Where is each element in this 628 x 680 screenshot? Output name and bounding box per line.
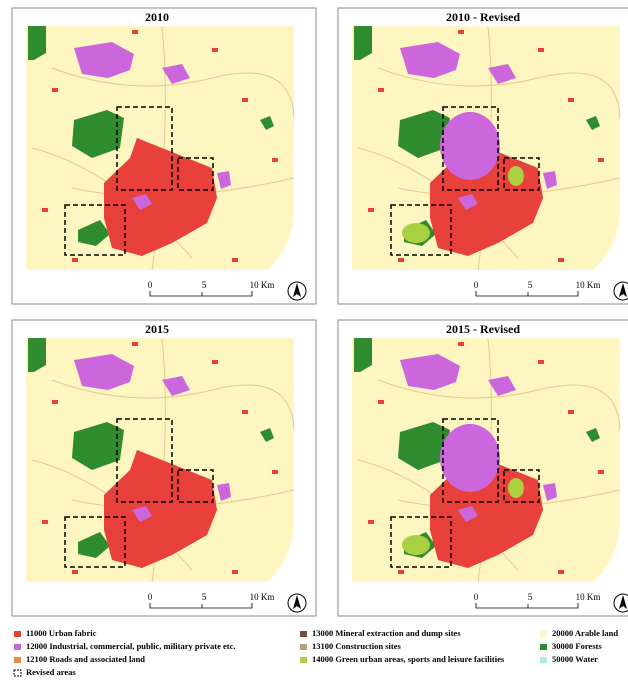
revised-green-urban [508, 478, 524, 498]
legend-swatch [14, 644, 21, 650]
urban-patch [598, 158, 604, 162]
scale-label: 5 [202, 280, 207, 290]
urban-patch [568, 98, 574, 102]
urban-patch [212, 360, 218, 364]
scale-label: 10 Km [576, 280, 601, 290]
urban-patch [272, 470, 278, 474]
urban-patch [232, 258, 238, 262]
legend-label: 14000 Green urban areas, sports and leis… [312, 654, 505, 664]
urban-patch [242, 410, 248, 414]
scale-label: 0 [148, 592, 153, 602]
urban-patch [52, 400, 58, 404]
legend-swatch [14, 631, 21, 637]
urban-patch [72, 258, 78, 262]
scale-label: 0 [474, 592, 479, 602]
urban-patch [42, 520, 48, 524]
revised-industrial [440, 112, 500, 180]
revised-green-urban [508, 166, 524, 186]
urban-patch [558, 570, 564, 574]
legend-swatch [300, 644, 307, 650]
urban-patch [272, 158, 278, 162]
legend-label: Revised areas [26, 667, 76, 677]
panel-title: 2015 - Revised [446, 322, 520, 336]
scale-label: 5 [528, 280, 533, 290]
urban-patch [232, 570, 238, 574]
legend-swatch [540, 657, 547, 663]
legend-swatch [540, 644, 547, 650]
figure: 2010 0 5 10 Km 2010 - Revised 0 5 10 Km 2015 0 5 10… [0, 0, 628, 680]
urban-patch [558, 258, 564, 262]
revised-industrial [440, 424, 500, 492]
urban-patch [538, 360, 544, 364]
scale-label: 5 [202, 592, 207, 602]
urban-patch [378, 88, 384, 92]
urban-patch [398, 570, 404, 574]
panel-title: 2010 [145, 10, 169, 24]
revised-green-urban [402, 535, 430, 555]
map-panel: 2010 - Revised 0 5 10 Km [338, 8, 628, 304]
legend-label: 12100 Roads and associated land [26, 654, 145, 664]
urban-patch [458, 342, 464, 346]
legend-label: 11000 Urban fabric [26, 628, 97, 638]
map-panel: 2015 0 5 10 Km [12, 320, 316, 616]
scale-label: 5 [528, 592, 533, 602]
scale-label: 10 Km [250, 592, 275, 602]
legend-swatch [300, 657, 307, 663]
urban-patch [458, 30, 464, 34]
urban-patch [212, 48, 218, 52]
legend-label: 12000 Industrial, commercial, public, mi… [26, 641, 235, 651]
urban-patch [398, 258, 404, 262]
legend-label: 50000 Water [552, 654, 598, 664]
urban-patch [568, 410, 574, 414]
urban-patch [368, 520, 374, 524]
panel-title: 2015 [145, 322, 169, 336]
urban-patch [242, 98, 248, 102]
urban-patch [368, 208, 374, 212]
legend-swatch [14, 657, 21, 663]
scale-label: 10 Km [250, 280, 275, 290]
urban-patch [132, 342, 138, 346]
scale-label: 0 [474, 280, 479, 290]
urban-patch [598, 470, 604, 474]
panel-title: 2010 - Revised [446, 10, 520, 24]
map-panel: 2015 - Revised 0 5 10 Km [338, 320, 628, 616]
legend-swatch [300, 631, 307, 637]
legend-swatch [540, 631, 547, 637]
legend-swatch [14, 670, 21, 676]
legend-label: 13100 Construction sites [312, 641, 401, 651]
revised-green-urban [402, 223, 430, 243]
legend-label: 20000 Arable land [552, 628, 618, 638]
urban-patch [72, 570, 78, 574]
scale-label: 10 Km [576, 592, 601, 602]
scale-label: 0 [148, 280, 153, 290]
urban-patch [52, 88, 58, 92]
map-panel: 2010 0 5 10 Km [12, 8, 316, 304]
urban-patch [132, 30, 138, 34]
urban-patch [378, 400, 384, 404]
legend-label: 13000 Mineral extraction and dump sites [312, 628, 461, 638]
urban-patch [42, 208, 48, 212]
legend-label: 30000 Forests [552, 641, 602, 651]
urban-patch [538, 48, 544, 52]
